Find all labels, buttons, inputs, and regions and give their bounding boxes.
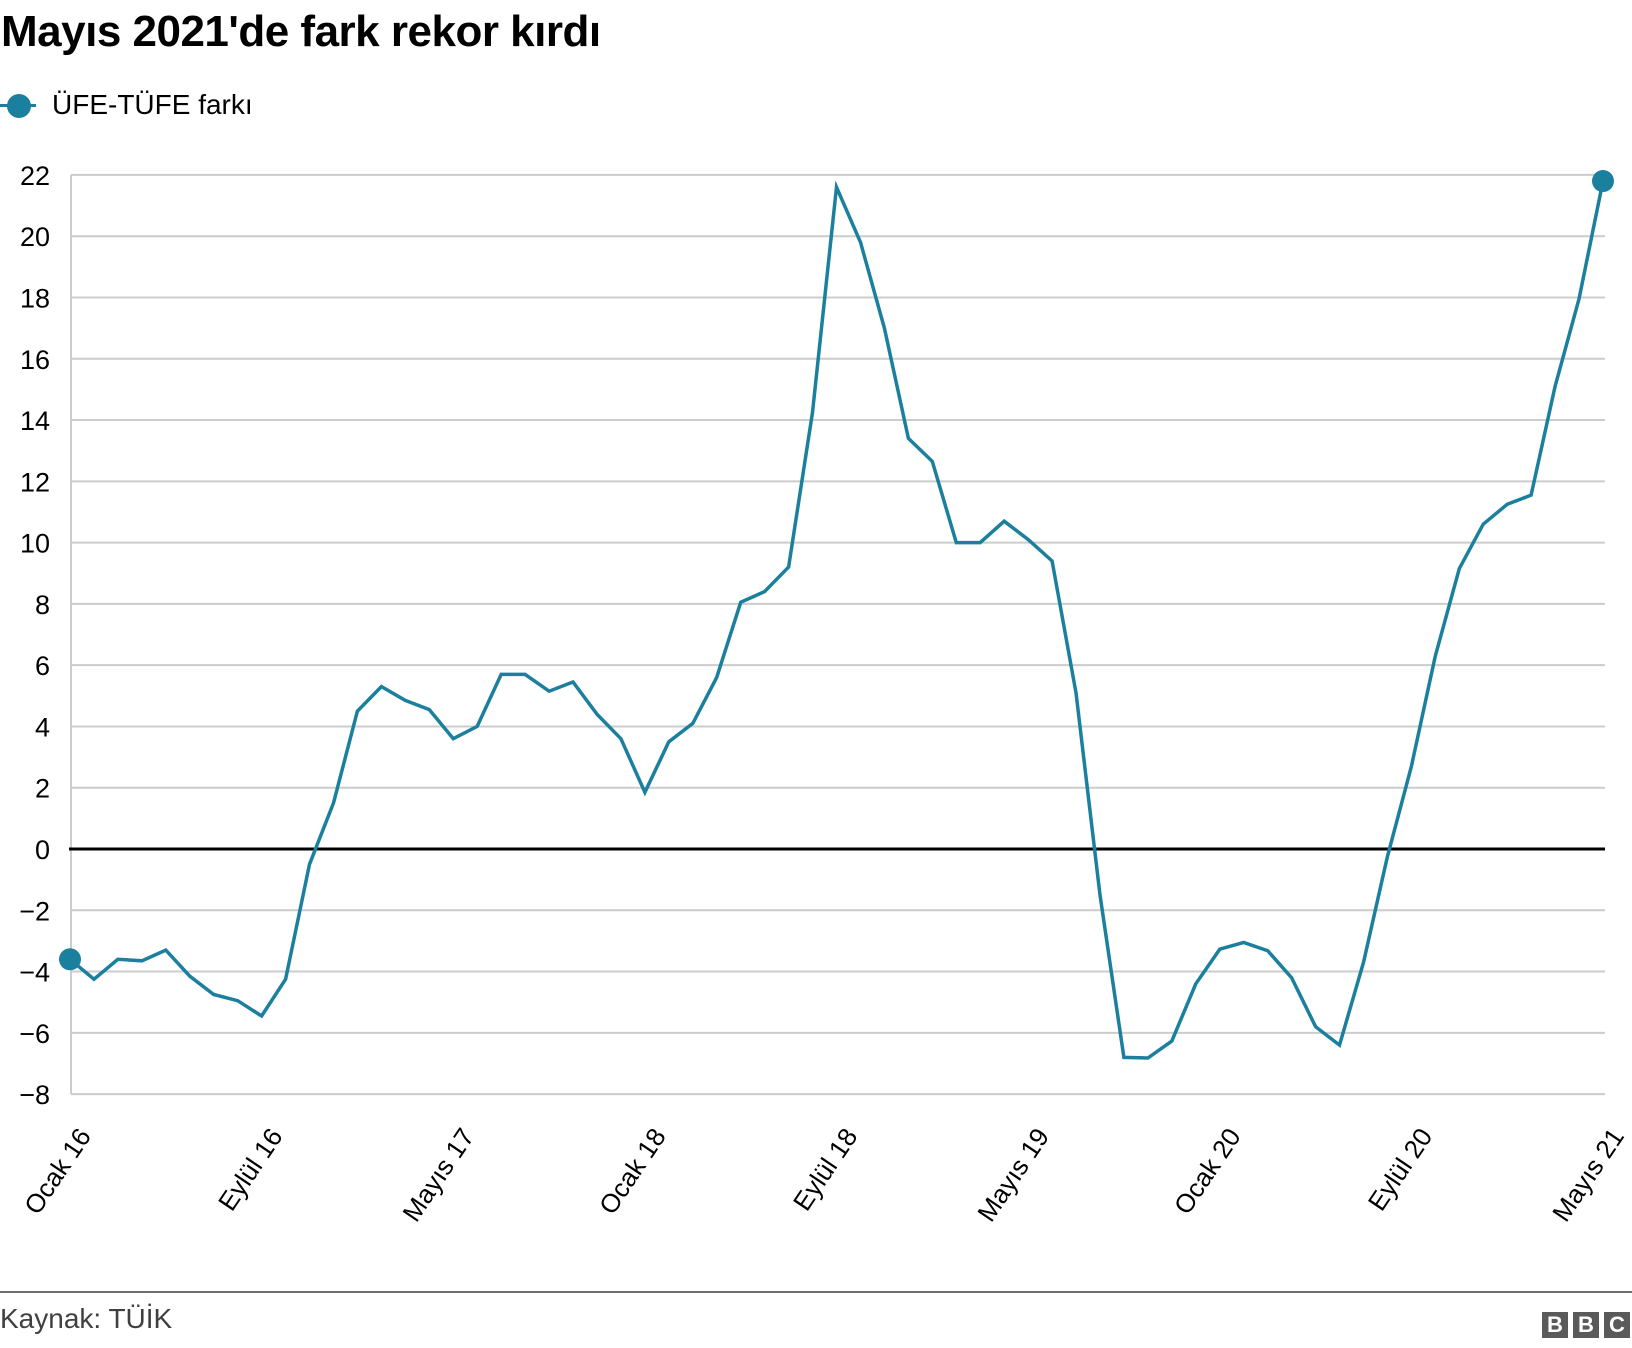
y-tick-label: −4 — [19, 958, 50, 988]
y-tick-label: 0 — [35, 835, 50, 865]
endpoint-marker — [1592, 170, 1614, 193]
data-series — [59, 170, 1614, 1060]
y-tick-label: 22 — [20, 161, 50, 191]
y-tick-label: −2 — [19, 896, 50, 926]
x-tick-label: Mayıs 17 — [396, 1123, 480, 1227]
legend-label: ÜFE-TÜFE farkı — [52, 89, 253, 120]
source-note: Kaynak: TÜİK — [0, 1303, 173, 1334]
y-tick-label: 12 — [20, 467, 50, 497]
y-tick-label: 16 — [20, 345, 50, 375]
y-tick-label: 6 — [35, 651, 50, 681]
y-tick-label: −8 — [19, 1080, 50, 1110]
x-tick-label: Eylül 20 — [1362, 1123, 1439, 1216]
bbc-logo-letter: C — [1604, 1312, 1630, 1338]
x-tick-label: Eylül 16 — [212, 1123, 289, 1216]
y-tick-label: 20 — [20, 222, 50, 252]
y-tick-label: 4 — [35, 712, 50, 742]
x-tick-label: Ocak 18 — [593, 1123, 672, 1220]
series-line — [68, 180, 1605, 1060]
chart-title: Mayıs 2021'de fark rekor kırdı — [1, 7, 601, 56]
x-tick-label: Ocak 20 — [1168, 1123, 1247, 1220]
endpoint-marker — [59, 948, 81, 971]
footer-divider — [0, 1291, 1632, 1293]
y-tick-label: −6 — [19, 1019, 50, 1049]
x-tick-label: Eylül 18 — [787, 1123, 864, 1216]
x-tick-label: Ocak 16 — [18, 1123, 97, 1220]
y-tick-label: 2 — [35, 774, 50, 804]
bbc-logo-letter: B — [1573, 1312, 1599, 1338]
gridlines — [69, 173, 1605, 1096]
x-axis-labels: Ocak 16 Eylül 16 Mayıs 17 Ocak 18 Eylül 18 Ma… — [18, 1123, 1630, 1227]
bbc-logo-letter: B — [1542, 1312, 1568, 1338]
legend: ÜFE-TÜFE farkı — [0, 89, 253, 121]
x-tick-label: Mayıs 19 — [971, 1123, 1055, 1227]
y-tick-label: 8 — [35, 590, 50, 620]
legend-line-marker-icon — [0, 89, 40, 121]
y-tick-label: 10 — [20, 529, 50, 559]
bbc-logo: B B C — [1542, 1312, 1630, 1338]
y-tick-label: 18 — [20, 283, 50, 313]
y-tick-label: 14 — [20, 406, 50, 436]
x-tick-label: Mayıs 21 — [1546, 1123, 1630, 1227]
